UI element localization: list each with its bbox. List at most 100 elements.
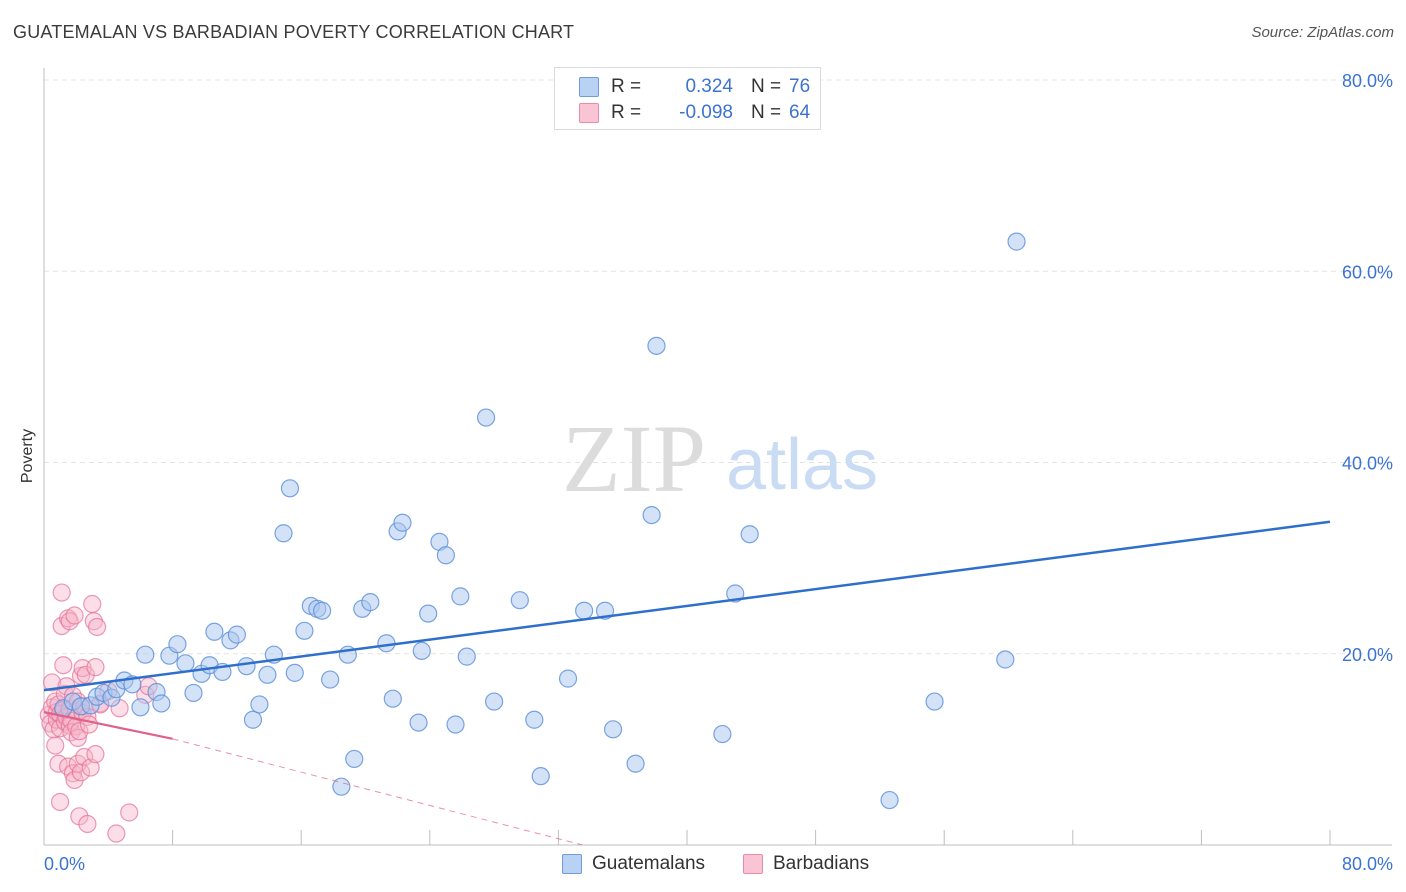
legend-r-value: 0.324 bbox=[685, 76, 733, 97]
legend-r-value: -0.098 bbox=[679, 102, 733, 123]
guatemalan-point bbox=[176, 654, 195, 673]
barbadian-point bbox=[60, 612, 79, 631]
guatemalan-point bbox=[205, 622, 224, 641]
guatemalan-point bbox=[237, 657, 256, 676]
guatemalan-point bbox=[485, 692, 504, 711]
legend-row-guatemalans: R = 0.324 N = 76 bbox=[579, 75, 810, 99]
guatemalan-point bbox=[377, 634, 396, 653]
guatemalan-point bbox=[446, 715, 465, 734]
guatemalan-point bbox=[295, 621, 314, 640]
guatemalan-point bbox=[243, 710, 263, 729]
tick-labels: 20.0% 40.0% 60.0% 80.0% 0.0% 80.0% bbox=[44, 71, 1393, 874]
bottom-legend-label-guatemalans: Guatemalans bbox=[592, 853, 706, 874]
barbadian-point bbox=[87, 617, 107, 637]
guatemalan-point bbox=[457, 647, 476, 666]
legend-n-label: N = bbox=[751, 76, 782, 97]
source-label: Source: ZipAtlas.com bbox=[1251, 24, 1394, 41]
guatemalan-point bbox=[451, 587, 470, 606]
guatemalan-point bbox=[227, 625, 246, 644]
guatemalan-point bbox=[412, 641, 431, 660]
barbadian-point bbox=[52, 583, 71, 602]
guatemalan-point bbox=[361, 593, 380, 612]
guatemalan-point bbox=[184, 683, 203, 703]
correlation-legend: R = 0.324 N = 76 R = -0.098 N = 64 bbox=[554, 67, 821, 130]
barbadian-point bbox=[70, 722, 89, 741]
barbadian-point bbox=[65, 606, 84, 625]
legend-swatch-barbadians bbox=[579, 103, 599, 123]
chart-title: GUATEMALAN VS BARBADIAN POVERTY CORRELAT… bbox=[13, 22, 575, 42]
watermark-zip: ZIP bbox=[562, 405, 706, 512]
guatemalan-point bbox=[136, 645, 155, 664]
guatemalan-point bbox=[383, 689, 402, 708]
grid-lines bbox=[44, 79, 1392, 655]
guatemalans-points bbox=[54, 232, 1026, 810]
legend-r-label: R = bbox=[611, 76, 642, 97]
barbadian-point bbox=[86, 658, 105, 677]
barbadian-point bbox=[71, 763, 91, 782]
guatemalan-point bbox=[321, 670, 340, 689]
barbadian-point bbox=[42, 673, 62, 692]
barbadian-point bbox=[46, 736, 65, 755]
guatemalan-point bbox=[575, 601, 594, 620]
guatemalans-trend-line bbox=[43, 520, 1331, 692]
guatemalan-point bbox=[476, 408, 496, 427]
watermark-atlas: atlas bbox=[726, 425, 878, 505]
guatemalan-point bbox=[996, 650, 1015, 669]
legend-n-value: 76 bbox=[789, 76, 811, 97]
x-tick-label: 80.0% bbox=[1342, 854, 1393, 874]
guatemalan-point bbox=[626, 754, 645, 773]
guatemalan-point bbox=[510, 591, 529, 610]
guatemalan-point bbox=[131, 698, 150, 717]
legend-n-value: 64 bbox=[789, 102, 811, 123]
guatemalan-point bbox=[280, 479, 300, 498]
y-tick-label: 20.0% bbox=[1342, 645, 1393, 665]
guatemalan-point bbox=[713, 724, 732, 744]
guatemalan-point bbox=[393, 513, 412, 532]
barbadian-point bbox=[81, 758, 100, 777]
legend-swatch-guatemalans bbox=[579, 77, 599, 97]
guatemalan-point bbox=[740, 525, 759, 544]
guatemalan-point bbox=[152, 694, 171, 713]
guatemalan-point bbox=[925, 692, 944, 711]
barbadians-points bbox=[39, 583, 158, 843]
barbadian-point bbox=[75, 747, 94, 767]
guatemalan-point bbox=[558, 669, 578, 688]
guatemalan-point bbox=[419, 604, 438, 623]
axes bbox=[43, 68, 1392, 846]
guatemalan-point bbox=[409, 713, 428, 732]
guatemalan-point bbox=[436, 546, 455, 565]
guatemalan-point bbox=[726, 584, 745, 603]
legend-n-label: N = bbox=[751, 102, 782, 123]
barbadian-point bbox=[50, 792, 70, 812]
guatemalan-point bbox=[345, 749, 364, 769]
barbadian-point bbox=[83, 594, 102, 614]
guatemalan-point bbox=[285, 663, 304, 682]
y-tick-label: 80.0% bbox=[1342, 71, 1393, 91]
barbadian-point bbox=[120, 803, 139, 822]
barbadian-point bbox=[79, 715, 99, 734]
bottom-legend-barbadians: Barbadians bbox=[743, 852, 869, 876]
bottom-legend-swatch-barbadians bbox=[743, 854, 763, 874]
guatemalan-point bbox=[603, 720, 623, 739]
guatemalan-point bbox=[642, 505, 661, 525]
barbadian-point bbox=[68, 728, 87, 748]
barbadian-point bbox=[84, 612, 103, 631]
barbadians-trend-extension bbox=[172, 738, 583, 846]
guatemalan-point bbox=[647, 336, 666, 355]
bottom-legend-label-barbadians: Barbadians bbox=[773, 853, 870, 874]
bottom-legend-guatemalans: Guatemalans bbox=[562, 852, 705, 876]
guatemalan-point bbox=[880, 790, 899, 810]
guatemalan-point bbox=[168, 635, 187, 654]
trend-lines bbox=[43, 520, 1331, 846]
guatemalan-point bbox=[525, 710, 544, 729]
guatemalan-point bbox=[312, 601, 332, 620]
guatemalan-point bbox=[332, 777, 351, 796]
barbadian-point bbox=[78, 814, 97, 834]
y-tick-label: 60.0% bbox=[1342, 262, 1393, 282]
guatemalan-point bbox=[274, 524, 293, 543]
barbadian-point bbox=[107, 824, 126, 843]
x-tick-label: 0.0% bbox=[44, 854, 85, 874]
guatemalan-point bbox=[258, 665, 277, 684]
guatemalan-point bbox=[1007, 232, 1026, 251]
